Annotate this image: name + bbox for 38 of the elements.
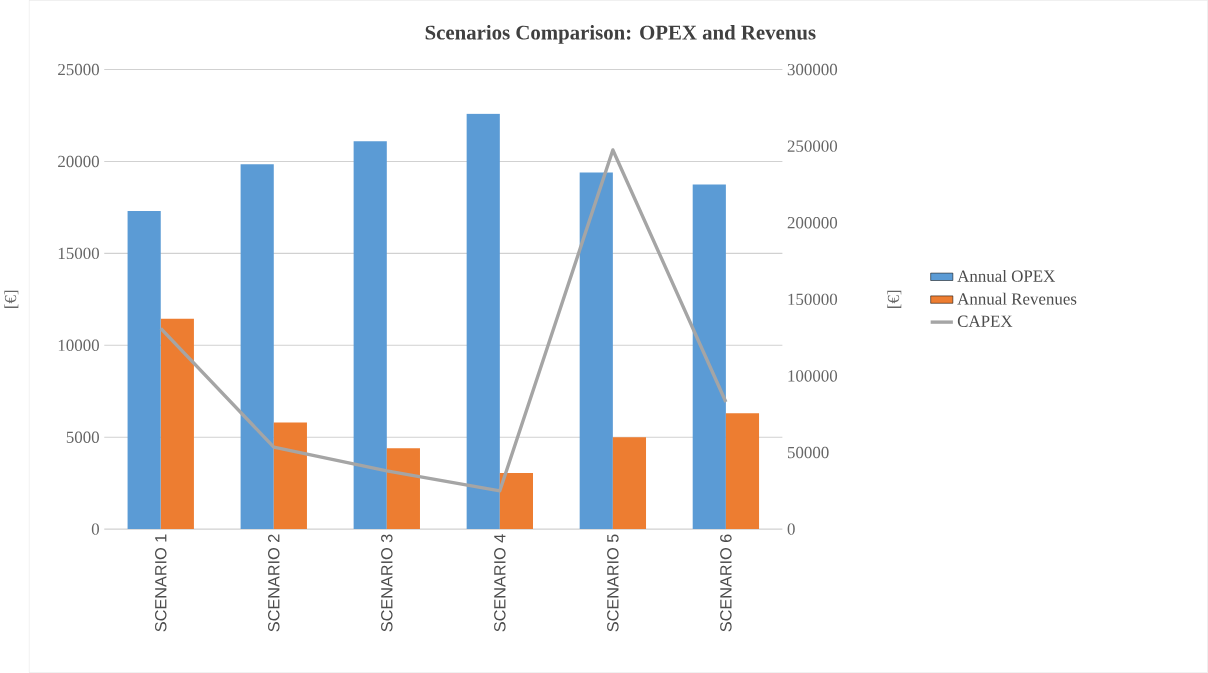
bar xyxy=(240,164,274,530)
y2-axis-title: [€] xyxy=(887,290,902,309)
y-tick-label: 25000 xyxy=(58,63,99,76)
y2-tick-label: 250000 xyxy=(787,140,838,152)
y-tick-label: 20000 xyxy=(58,155,99,168)
x-tick-label: SCENARIO 1 xyxy=(155,534,167,632)
y2-tick-label: 150000 xyxy=(788,293,838,306)
legend-label: CAPEX xyxy=(957,315,1013,327)
bar xyxy=(579,172,613,530)
y-tick-label: 0 xyxy=(91,523,99,535)
bar xyxy=(612,437,647,530)
y-tick-label: 10000 xyxy=(58,339,99,352)
y-tick-label: 5000 xyxy=(66,431,99,443)
bar xyxy=(160,318,194,530)
y2-tick-label: 50000 xyxy=(787,446,829,459)
bar xyxy=(273,422,307,530)
bar xyxy=(127,211,161,530)
y-tick-label: 15000 xyxy=(58,247,99,260)
bar xyxy=(692,184,726,530)
y-axis-title: [€] xyxy=(4,290,19,309)
legend-label: Annual Revenues xyxy=(957,292,1077,305)
line-series xyxy=(159,148,728,493)
x-tick-label: SCENARIO 4 xyxy=(494,534,506,632)
bar xyxy=(725,413,760,530)
bar xyxy=(466,113,500,530)
chart-title: Scenarios Comparison: OPEX and Revenus xyxy=(425,25,816,44)
x-tick-label: SCENARIO 5 xyxy=(607,534,619,632)
y2-tick-label: 200000 xyxy=(787,217,838,229)
legend-label: Annual OPEX xyxy=(957,270,1056,282)
bar xyxy=(353,141,387,530)
x-tick-label: SCENARIO 6 xyxy=(720,534,732,632)
y2-tick-label: 100000 xyxy=(788,370,838,382)
x-tick-label: SCENARIO 2 xyxy=(268,534,280,632)
x-tick-label: SCENARIO 3 xyxy=(381,534,393,632)
bar xyxy=(499,473,533,530)
bar xyxy=(386,448,420,530)
y2-tick-label: 300000 xyxy=(787,63,838,76)
y2-tick-label: 0 xyxy=(787,523,795,535)
